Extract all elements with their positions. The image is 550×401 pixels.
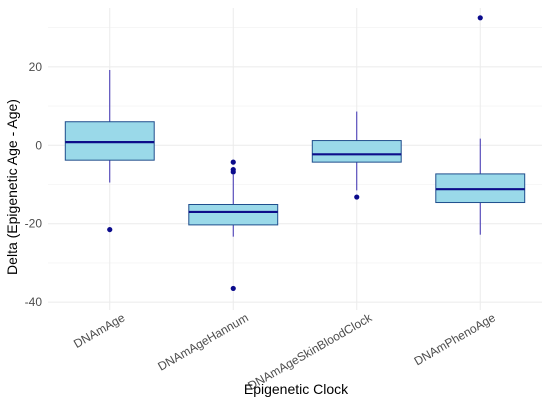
y-tick-label: -40: [25, 295, 43, 309]
x-axis-title: Epigenetic Clock: [244, 381, 349, 397]
outlier-point: [230, 159, 236, 165]
iqr-box: [311, 140, 402, 163]
x-tick-label: DNAmPhenoAge: [412, 310, 498, 368]
outlier-point: [230, 169, 236, 175]
y-tick-label: 0: [35, 138, 42, 152]
outlier-point: [354, 194, 360, 200]
grid: [48, 8, 542, 310]
iqr-box: [188, 203, 279, 226]
outlier-point: [477, 15, 483, 21]
box-layer: [64, 15, 526, 292]
y-tick-label: 20: [29, 60, 43, 74]
y-axis-title: Delta (Epigenetic Age - Age): [4, 99, 20, 275]
box-DNAmAgeSkinBloodClock: [311, 111, 402, 200]
x-tick-label: DNAmAgeHannum: [155, 310, 250, 373]
box-DNAmAge: [64, 69, 155, 233]
iqr-box: [64, 121, 155, 161]
x-tick-label: DNAmAge: [71, 310, 127, 351]
box-DNAmAgeHannum: [188, 159, 279, 292]
y-tick-label: -20: [25, 217, 43, 231]
y-axis-ticks: -40 -20 0 20: [25, 60, 43, 309]
outlier-point: [107, 226, 113, 233]
box-DNAmPhenoAge: [435, 15, 526, 235]
outlier-point: [230, 285, 236, 292]
